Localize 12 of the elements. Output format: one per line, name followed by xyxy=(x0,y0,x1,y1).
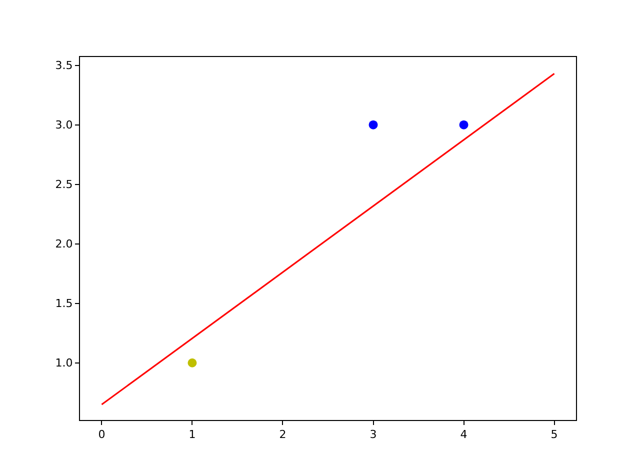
x-tick-label: 4 xyxy=(460,428,468,442)
y-tick-label: 2.5 xyxy=(55,178,73,192)
x-tick-label: 5 xyxy=(550,428,558,442)
y-tick-label: 2.0 xyxy=(55,238,73,251)
y-tick-label: 1.5 xyxy=(55,297,73,310)
x-tick-label: 1 xyxy=(188,428,196,442)
x-tick-label: 2 xyxy=(279,428,286,442)
x-tick-label: 0 xyxy=(98,428,106,442)
y-tick-label: 3.0 xyxy=(55,118,73,132)
y-tick-label: 3.5 xyxy=(55,59,73,72)
x-tick-label: 3 xyxy=(370,428,377,442)
y-tick-label: 1.0 xyxy=(55,356,73,370)
